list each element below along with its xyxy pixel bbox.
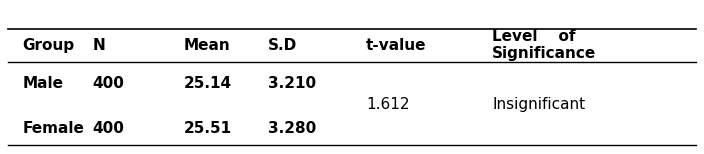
Text: Mean: Mean (184, 38, 230, 53)
Text: N: N (92, 38, 106, 53)
Text: 25.51: 25.51 (184, 121, 232, 136)
Text: Female: Female (23, 121, 84, 136)
Text: 400: 400 (92, 76, 125, 91)
Text: Level    of
Significance: Level of Significance (492, 29, 596, 61)
Text: t-value: t-value (366, 38, 427, 53)
Text: 1.612: 1.612 (366, 97, 410, 112)
Text: 3.210: 3.210 (268, 76, 316, 91)
Text: Group: Group (23, 38, 75, 53)
Text: 3.280: 3.280 (268, 121, 316, 136)
Text: 400: 400 (92, 121, 125, 136)
Text: Male: Male (23, 76, 63, 91)
Text: S.D: S.D (268, 38, 297, 53)
Text: 25.14: 25.14 (184, 76, 232, 91)
Text: Insignificant: Insignificant (492, 97, 585, 112)
